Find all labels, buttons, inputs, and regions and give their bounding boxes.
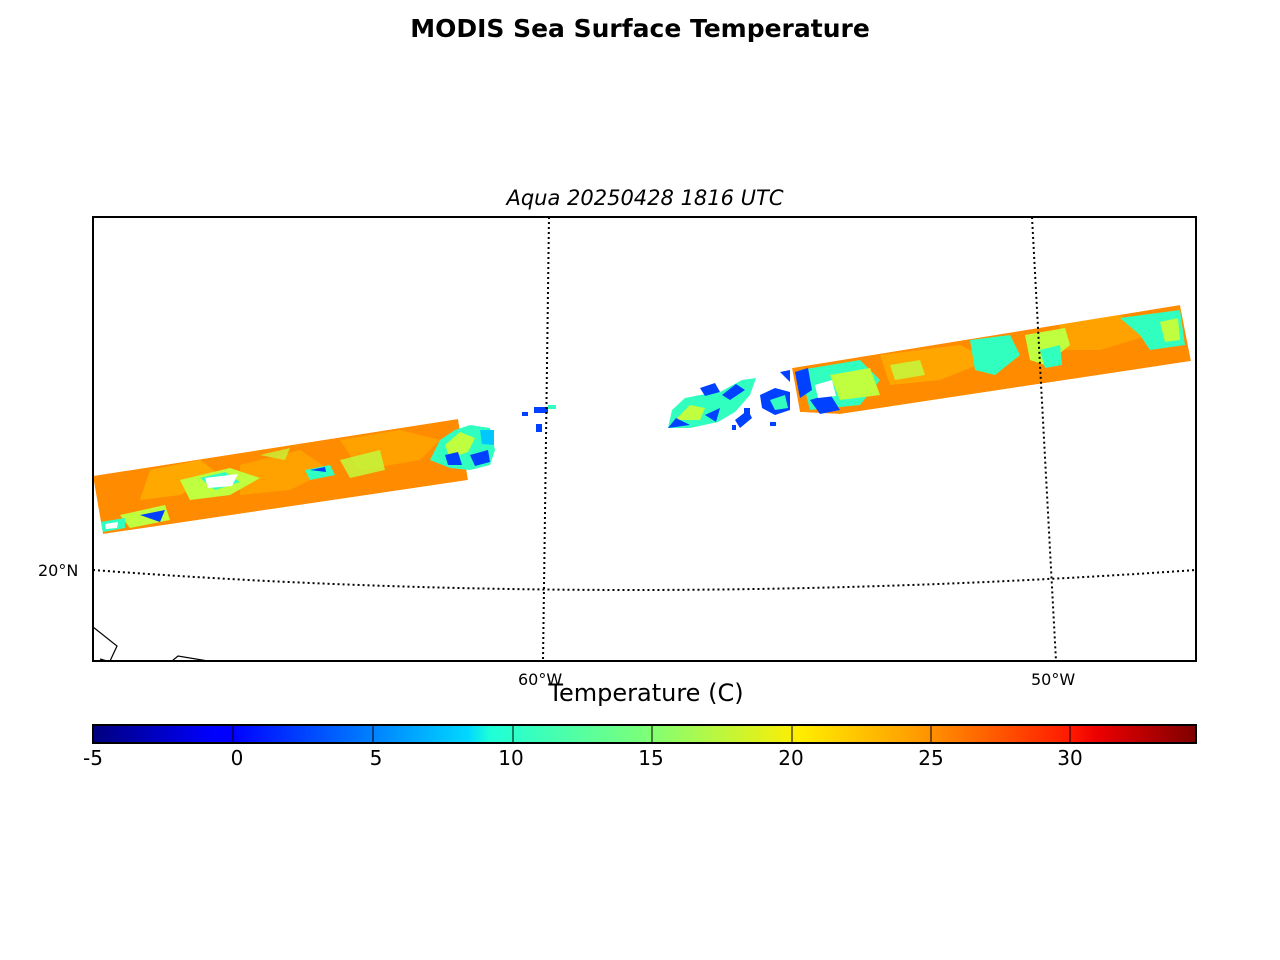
- chart-title: MODIS Sea Surface Temperature: [410, 14, 870, 43]
- colorbar-ticks: [232, 725, 1071, 743]
- colorbar-tick-label: 10: [498, 746, 524, 770]
- sst-swath-right: [668, 305, 1191, 430]
- meridian-60w: [542, 217, 550, 661]
- colorbar: [92, 724, 1197, 744]
- graticule: [93, 217, 1196, 661]
- colorbar-label: Temperature (C): [548, 679, 744, 707]
- colorbar-tick-label: 20: [778, 746, 804, 770]
- colorbar-tick-label: -5: [83, 746, 103, 770]
- lat-label-20n: 20°N: [38, 561, 79, 580]
- map-plot-area: [93, 217, 1196, 661]
- lon-label-50w: 50°W: [1031, 670, 1076, 689]
- meridian-50w: [1031, 217, 1057, 661]
- colorbar-tick-label: 25: [918, 746, 944, 770]
- colorbar-tick-label: 15: [638, 746, 664, 770]
- map-frame: [92, 216, 1197, 662]
- colorbar-tick-label: 0: [230, 746, 244, 770]
- coastline: [93, 626, 209, 661]
- colorbar-tick-label: 30: [1057, 746, 1083, 770]
- sst-swath-left: [93, 405, 556, 534]
- parallel-20n: [93, 569, 1196, 591]
- lon-label-60w: 60°W: [518, 670, 563, 689]
- map-subtitle: Aqua 20250428 1816 UTC: [506, 186, 784, 210]
- colorbar-tick-label: 5: [369, 746, 383, 770]
